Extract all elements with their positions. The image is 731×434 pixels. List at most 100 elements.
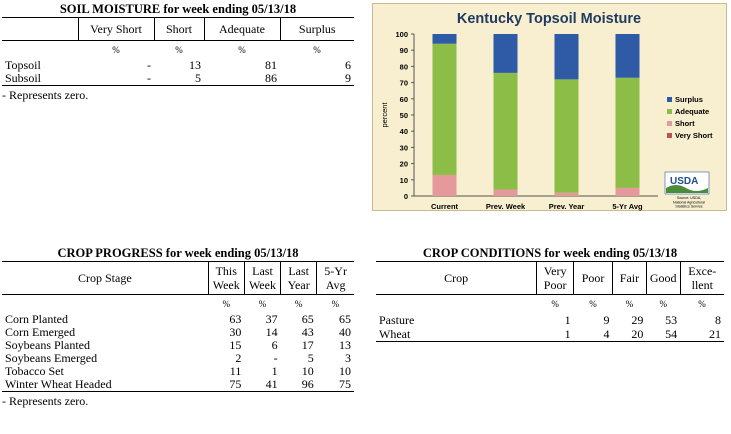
- cell-value: 6: [345, 58, 351, 72]
- soil-header-blank: [2, 17, 78, 41]
- cell-value: 5: [307, 351, 314, 365]
- cell-value: -: [147, 58, 151, 72]
- cell-value: -: [273, 351, 278, 365]
- y-tick-label: 80: [400, 62, 408, 71]
- conditions-unit: %: [589, 299, 597, 309]
- cell-value: 5: [154, 72, 204, 86]
- row-label: Pasture: [379, 313, 415, 327]
- row-label: Tobacco Set: [5, 364, 64, 378]
- cell-value: 2: [235, 351, 242, 365]
- x-tick-label: Prev. Week: [486, 202, 526, 211]
- cell-value: 40: [339, 325, 351, 339]
- cell-value: 29: [631, 313, 644, 327]
- cell-value: 96: [280, 378, 317, 392]
- legend-label: Short: [675, 119, 695, 128]
- legend-swatch: [667, 133, 672, 138]
- cell-value: 43: [301, 325, 314, 339]
- crop-conditions-table: Crop Very Poor Poor Fair Good Exce-llent …: [376, 261, 724, 342]
- cell-value: 65: [339, 312, 351, 326]
- table-row: Topsoil - 13 81 6: [2, 59, 354, 72]
- progress-header-last-week: Last Week: [243, 261, 281, 295]
- progress-header-this-week: This Week: [207, 261, 245, 295]
- soil-moisture-title: SOIL MOISTURE for week ending 05/13/18: [59, 2, 297, 16]
- progress-unit-blank: [2, 295, 208, 314]
- conditions-header-excellent: Exce-llent: [679, 261, 724, 295]
- bar-segment-short: [615, 187, 640, 196]
- y-tick-label: 30: [400, 143, 408, 152]
- legend-swatch: [667, 97, 672, 102]
- conditions-header-good: Good: [645, 261, 681, 295]
- crop-progress-section: CROP PROGRESS for week ending 05/13/18 C…: [2, 246, 354, 409]
- x-tick-label: 5-Yr Avg: [612, 202, 643, 211]
- cell-value: 75: [316, 378, 354, 392]
- crop-progress-title: CROP PROGRESS for week ending 05/13/18: [57, 246, 299, 260]
- bar-segment-adequate: [554, 79, 579, 193]
- cell-value: 13: [189, 58, 201, 72]
- y-tick-label: 40: [400, 127, 408, 136]
- y-tick-label: 90: [400, 46, 408, 55]
- cell-value: 1: [536, 327, 574, 342]
- cell-value: 9: [603, 313, 610, 327]
- cell-value: 10: [301, 364, 314, 378]
- topsoil-moisture-chart: Kentucky Topsoil Moisture 0 10 20 30 40 50 60 70…: [372, 3, 727, 211]
- progress-unit: %: [258, 299, 267, 309]
- bar-segment-adequate: [432, 43, 457, 175]
- source-line: Source: USDA,: [677, 196, 701, 200]
- table-row: Soybeans Emerged 2 - 5 3: [2, 352, 354, 365]
- x-tick-label: Current: [431, 202, 459, 211]
- cell-value: 13: [339, 338, 351, 352]
- table-row: Tobacco Set 11 1 10 10: [2, 365, 354, 378]
- bar-segment-adequate: [615, 77, 640, 188]
- bar-segment-short: [493, 189, 518, 196]
- cell-value: 41: [244, 378, 281, 392]
- cell-value: 30: [229, 325, 242, 339]
- bar-segment-surplus: [432, 34, 457, 44]
- y-tick-label: 70: [400, 79, 408, 88]
- crop-conditions-title: CROP CONDITIONS for week ending 05/13/18: [422, 246, 678, 260]
- cell-value: -: [78, 72, 154, 86]
- progress-header-crop-stage: Crop Stage: [2, 261, 209, 295]
- y-tick-label: 100: [395, 30, 408, 39]
- table-row: Winter Wheat Headed 75 41 96 75: [2, 378, 354, 392]
- row-label: Subsoil: [2, 72, 78, 86]
- y-axis-label: percent: [380, 102, 389, 128]
- crop-progress-table: Crop Stage This Week Last Week Last Year 5 -…: [2, 261, 354, 392]
- soil-unit: %: [112, 45, 120, 55]
- cell-value: 1: [564, 313, 571, 327]
- progress-header-last-year: Last Year: [280, 261, 317, 295]
- source-line: Statistics Service: [675, 205, 702, 209]
- x-tick-label: Prev. Year: [549, 202, 585, 211]
- conditions-header-fair: Fair: [611, 261, 647, 295]
- y-tick-label: 50: [400, 111, 408, 120]
- y-tick-label: 10: [400, 176, 408, 185]
- cell-value: 17: [301, 338, 314, 352]
- cell-value: 9: [280, 72, 354, 86]
- soil-unit: %: [238, 45, 246, 55]
- conditions-unit: %: [659, 299, 667, 309]
- crop-progress-note: - Represents zero.: [2, 394, 89, 408]
- legend-swatch: [667, 109, 672, 114]
- cell-value: 20: [612, 327, 647, 342]
- row-label: Soybeans Emerged: [5, 351, 98, 365]
- cell-value: 1: [271, 364, 278, 378]
- soil-header-surplus: Surplus: [279, 17, 354, 41]
- crop-conditions-section: CROP CONDITIONS for week ending 05/13/18…: [376, 246, 724, 342]
- cell-value: 8: [715, 313, 721, 327]
- soil-moisture-section: SOIL MOISTURE for week ending 05/13/18 V…: [2, 2, 354, 103]
- soil-unit: %: [175, 45, 183, 55]
- row-label: Wheat: [376, 327, 537, 342]
- legend-label: Very Short: [675, 131, 713, 140]
- progress-unit: %: [331, 299, 340, 309]
- table-row: Corn Planted 63 37 65 65: [2, 313, 354, 326]
- table-row: Subsoil - 5 86 9: [2, 72, 354, 86]
- soil-header-short: Short: [153, 17, 204, 41]
- row-label: Topsoil: [5, 58, 41, 72]
- progress-unit: %: [294, 299, 303, 309]
- soil-unit-blank: [2, 41, 78, 60]
- legend-label: Adequate: [675, 107, 709, 116]
- cell-value: 54: [646, 327, 681, 342]
- soil-unit: %: [313, 45, 321, 55]
- conditions-unit: %: [551, 299, 559, 309]
- cell-value: 14: [265, 325, 278, 339]
- soil-header-adequate: Adequate: [203, 17, 280, 41]
